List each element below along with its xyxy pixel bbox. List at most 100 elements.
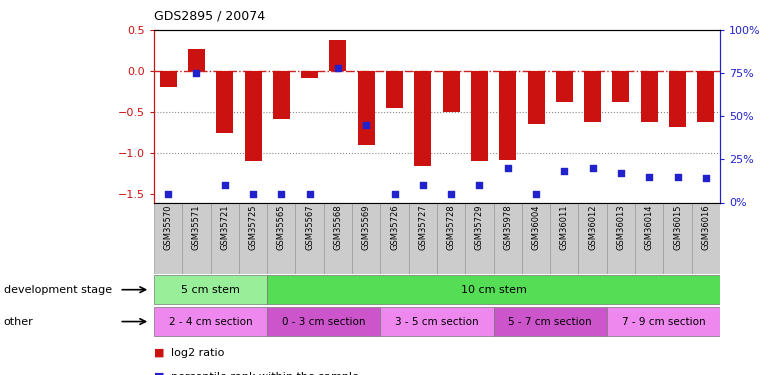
Bar bbox=[607, 307, 720, 336]
Text: GSM35728: GSM35728 bbox=[447, 205, 456, 250]
Bar bbox=[296, 202, 324, 274]
Text: 5 cm stem: 5 cm stem bbox=[181, 285, 240, 295]
Point bbox=[474, 182, 486, 188]
Bar bbox=[522, 202, 551, 274]
Bar bbox=[443, 71, 460, 112]
Text: GSM35727: GSM35727 bbox=[418, 205, 427, 250]
Bar bbox=[380, 202, 409, 274]
Bar bbox=[471, 71, 488, 161]
Text: GSM36016: GSM36016 bbox=[701, 205, 710, 250]
Bar bbox=[641, 71, 658, 122]
Bar bbox=[301, 71, 318, 78]
Text: GSM35570: GSM35570 bbox=[164, 205, 172, 250]
Point bbox=[700, 176, 712, 181]
Bar bbox=[358, 71, 375, 145]
Bar bbox=[494, 202, 522, 274]
Bar bbox=[465, 202, 494, 274]
Text: GSM35725: GSM35725 bbox=[249, 205, 257, 250]
Bar bbox=[698, 71, 715, 122]
Text: development stage: development stage bbox=[4, 285, 112, 295]
Point bbox=[530, 191, 542, 197]
Text: other: other bbox=[4, 316, 34, 327]
Point bbox=[587, 165, 599, 171]
Bar bbox=[437, 202, 465, 274]
Text: ■: ■ bbox=[154, 372, 165, 375]
Bar bbox=[669, 71, 686, 127]
Text: log2 ratio: log2 ratio bbox=[171, 348, 224, 357]
Text: GDS2895 / 20074: GDS2895 / 20074 bbox=[154, 9, 265, 22]
Text: 0 - 3 cm section: 0 - 3 cm section bbox=[282, 316, 366, 327]
Bar bbox=[414, 71, 431, 165]
Text: 2 - 4 cm section: 2 - 4 cm section bbox=[169, 316, 253, 327]
Text: GSM35726: GSM35726 bbox=[390, 205, 399, 250]
Bar bbox=[159, 71, 176, 87]
Point bbox=[643, 174, 655, 180]
Bar bbox=[324, 202, 352, 274]
Bar bbox=[664, 202, 691, 274]
Point bbox=[388, 191, 400, 197]
Point bbox=[219, 182, 231, 188]
Bar bbox=[267, 202, 296, 274]
Point bbox=[417, 182, 429, 188]
Bar bbox=[216, 71, 233, 133]
Bar bbox=[154, 202, 182, 274]
Point bbox=[671, 174, 684, 180]
Bar bbox=[245, 71, 262, 161]
Bar bbox=[267, 275, 720, 304]
Point bbox=[360, 122, 373, 128]
Point bbox=[445, 191, 457, 197]
Bar bbox=[578, 202, 607, 274]
Bar bbox=[499, 71, 516, 160]
Text: GSM36015: GSM36015 bbox=[673, 205, 682, 250]
Point bbox=[190, 70, 203, 76]
Text: GSM35568: GSM35568 bbox=[333, 205, 343, 250]
Bar bbox=[607, 202, 635, 274]
Text: percentile rank within the sample: percentile rank within the sample bbox=[171, 372, 359, 375]
Point bbox=[501, 165, 514, 171]
Text: GSM36011: GSM36011 bbox=[560, 205, 569, 250]
Text: GSM35569: GSM35569 bbox=[362, 205, 370, 250]
Point bbox=[558, 168, 571, 174]
Text: ■: ■ bbox=[154, 348, 165, 357]
Bar bbox=[330, 40, 346, 71]
Text: GSM36012: GSM36012 bbox=[588, 205, 597, 250]
Bar bbox=[267, 307, 380, 336]
Bar bbox=[635, 202, 664, 274]
Text: GSM35567: GSM35567 bbox=[305, 205, 314, 250]
Point bbox=[332, 65, 344, 71]
Text: GSM36014: GSM36014 bbox=[644, 205, 654, 250]
Bar bbox=[211, 202, 239, 274]
Bar bbox=[188, 49, 205, 71]
Point bbox=[247, 191, 259, 197]
Bar bbox=[380, 307, 494, 336]
Bar bbox=[182, 202, 211, 274]
Text: GSM35565: GSM35565 bbox=[277, 205, 286, 250]
Bar bbox=[409, 202, 437, 274]
Text: GSM35978: GSM35978 bbox=[504, 205, 512, 250]
Text: 3 - 5 cm section: 3 - 5 cm section bbox=[395, 316, 479, 327]
Point bbox=[303, 191, 316, 197]
Point bbox=[275, 191, 287, 197]
Bar bbox=[494, 307, 607, 336]
Point bbox=[162, 191, 174, 197]
Point bbox=[614, 170, 627, 176]
Text: GSM35721: GSM35721 bbox=[220, 205, 229, 250]
Bar bbox=[154, 275, 267, 304]
Bar bbox=[386, 71, 403, 108]
Bar bbox=[691, 202, 720, 274]
Bar bbox=[154, 307, 267, 336]
Text: GSM35571: GSM35571 bbox=[192, 205, 201, 250]
Bar bbox=[556, 71, 573, 102]
Text: GSM35729: GSM35729 bbox=[475, 205, 484, 250]
Text: GSM36013: GSM36013 bbox=[617, 205, 625, 250]
Text: 7 - 9 cm section: 7 - 9 cm section bbox=[621, 316, 705, 327]
Text: GSM36004: GSM36004 bbox=[531, 205, 541, 250]
Bar bbox=[352, 202, 380, 274]
Bar bbox=[273, 71, 290, 119]
Bar bbox=[584, 71, 601, 122]
Bar bbox=[612, 71, 629, 102]
Text: 5 - 7 cm section: 5 - 7 cm section bbox=[508, 316, 592, 327]
Bar bbox=[550, 202, 578, 274]
Bar bbox=[527, 71, 544, 124]
Bar bbox=[239, 202, 267, 274]
